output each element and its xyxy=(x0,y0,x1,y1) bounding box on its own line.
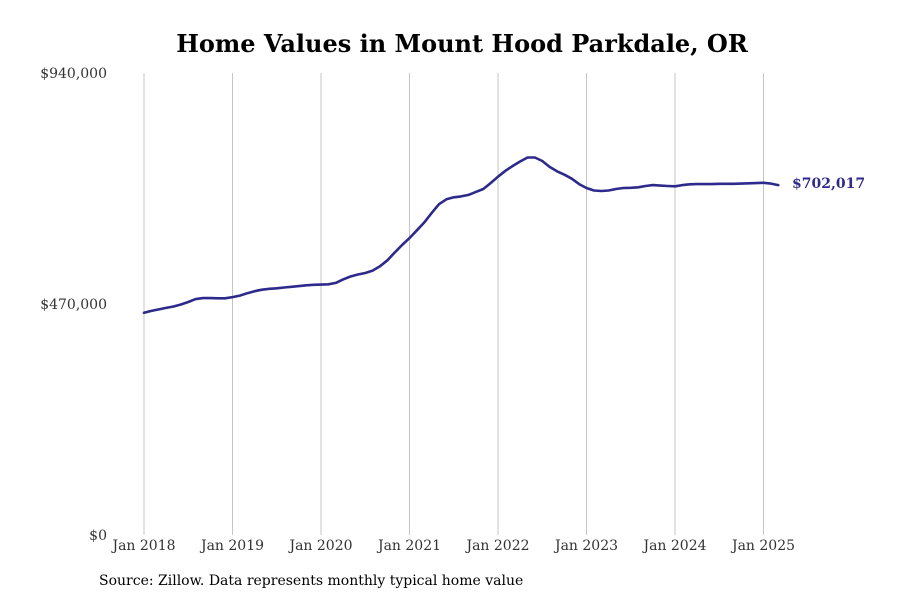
chart-title: Home Values in Mount Hood Parkdale, OR xyxy=(176,29,749,58)
x-tick-label: Jan 2025 xyxy=(730,538,795,554)
x-axis-ticks: Jan 2018 Jan 2019 Jan 2020 Jan 2021 Jan 2022… xyxy=(110,538,795,554)
x-tick-label: Jan 2023 xyxy=(553,538,618,554)
y-tick-label: $0 xyxy=(89,528,107,544)
vertical-gridlines xyxy=(143,73,764,535)
x-tick-label: Jan 2020 xyxy=(287,538,352,554)
y-tick-label: $940,000 xyxy=(40,66,107,82)
x-tick-label: Jan 2024 xyxy=(641,538,706,554)
x-tick-label: Jan 2018 xyxy=(110,538,175,554)
x-tick-label: Jan 2022 xyxy=(464,538,529,554)
y-axis-ticks: $0 $470,000 $940,000 xyxy=(40,66,107,544)
end-value-label: $702,017 xyxy=(792,176,865,192)
x-tick-label: Jan 2021 xyxy=(376,538,441,554)
source-note: Source: Zillow. Data represents monthly … xyxy=(99,573,524,589)
y-tick-label: $470,000 xyxy=(40,297,107,313)
series-line xyxy=(142,156,780,315)
x-tick-label: Jan 2019 xyxy=(199,538,264,554)
